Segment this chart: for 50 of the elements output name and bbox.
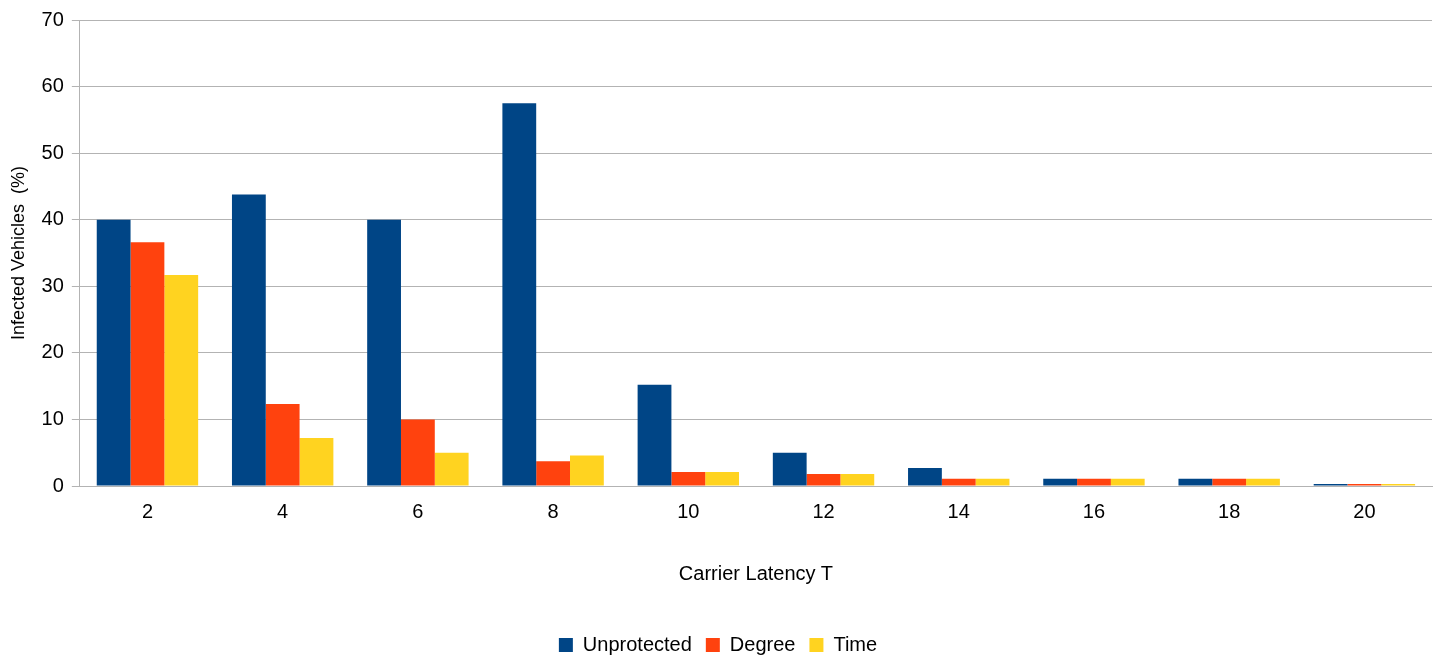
x-tick-label: 4 (277, 499, 289, 522)
bar (299, 438, 334, 486)
x-tick-label: 14 (947, 499, 970, 522)
y-tick-label: 60 (41, 74, 64, 97)
y-tick-label: 20 (41, 340, 64, 363)
bar (1110, 478, 1145, 486)
bar (671, 472, 706, 486)
x-axis-title: Carrier Latency T (678, 561, 833, 584)
bar (772, 452, 807, 486)
bar (502, 103, 537, 486)
bar (434, 452, 469, 486)
x-tick-label: 12 (812, 499, 835, 522)
y-tick-label: 10 (41, 406, 64, 429)
bar (941, 478, 976, 486)
y-axis-title: Infected Vehicles (%) (7, 165, 28, 341)
bar (536, 461, 570, 486)
y-tick-label: 30 (41, 273, 64, 296)
x-tick-label: 2 (141, 499, 154, 522)
x-tick-label: 16 (1082, 499, 1106, 522)
bar (1212, 478, 1247, 486)
bar (840, 474, 875, 486)
bar (367, 219, 401, 486)
x-tick-label: 6 (412, 499, 424, 522)
bar (400, 419, 435, 486)
y-tick-label: 70 (41, 7, 64, 30)
bar (1077, 478, 1111, 486)
bar (637, 384, 672, 486)
bar (265, 404, 300, 486)
bar (96, 219, 131, 486)
x-tick-label: 8 (547, 499, 559, 522)
legend-label: Time (833, 632, 878, 655)
bar (975, 478, 1010, 486)
bar (705, 472, 740, 486)
y-tick-label: 40 (41, 207, 64, 230)
bar (1043, 478, 1078, 486)
bar (130, 242, 165, 486)
bar (806, 474, 841, 486)
bar (231, 194, 266, 486)
x-tick-label: 10 (677, 499, 700, 522)
bar (1246, 478, 1280, 486)
legend-label: Unprotected (582, 632, 692, 655)
bar (1178, 478, 1213, 486)
x-tick-label: 20 (1353, 499, 1376, 522)
legend-label: Degree (729, 632, 796, 655)
y-tick-label: 50 (41, 140, 64, 163)
x-tick-label: 18 (1218, 499, 1241, 522)
y-tick-label: 0 (52, 473, 64, 496)
bar (908, 468, 942, 486)
bar (570, 455, 604, 486)
bar (164, 274, 199, 486)
